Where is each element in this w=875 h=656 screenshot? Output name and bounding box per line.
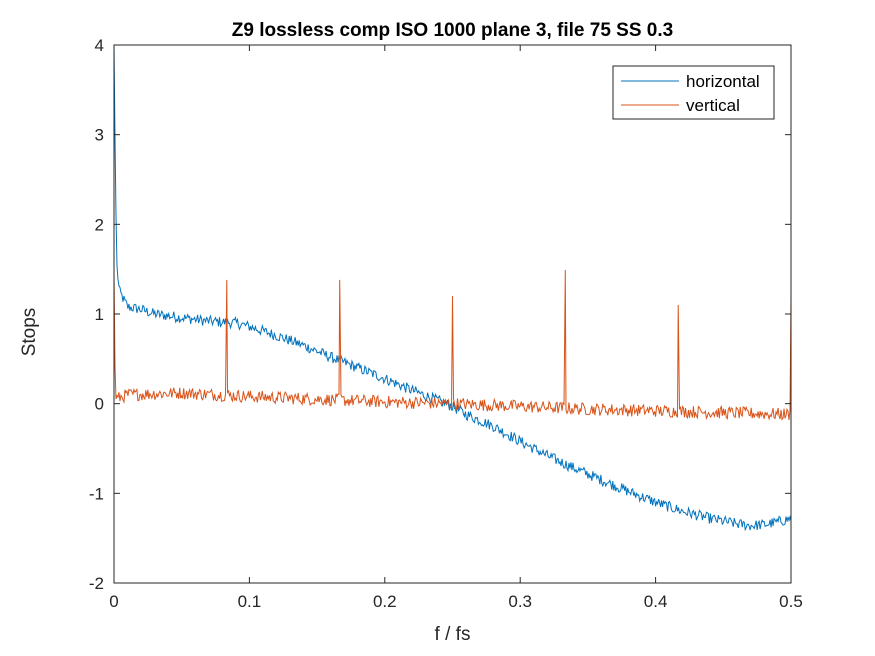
chart-title: Z9 lossless comp ISO 1000 plane 3, file …: [231, 20, 674, 41]
legend: horizontal vertical: [612, 65, 775, 120]
legend-label-horizontal: horizontal: [686, 72, 760, 91]
y-tick-label: -1: [89, 484, 104, 503]
x-ticks: 0 0.1 0.2 0.3 0.4 0.5: [109, 45, 803, 611]
x-axis-label: f / fs: [434, 624, 471, 645]
y-tick-label: 1: [95, 305, 104, 324]
legend-label-vertical: vertical: [686, 96, 740, 115]
y-tick-label: 3: [95, 126, 104, 145]
series-layer: [113, 44, 792, 532]
legend-box: [612, 65, 775, 120]
x-tick-label: 0.2: [373, 592, 397, 611]
x-tick-label: 0.5: [779, 592, 803, 611]
series-line-vertical: [113, 270, 792, 421]
x-tick-label: 0.3: [508, 592, 532, 611]
y-ticks: -2 -1 0 1 2 3 4: [89, 36, 791, 593]
y-tick-label: 4: [95, 36, 104, 55]
x-tick-label: 0: [109, 592, 118, 611]
x-tick-label: 0.1: [238, 592, 262, 611]
y-tick-label: 0: [95, 395, 104, 414]
y-tick-label: 2: [95, 215, 104, 234]
y-tick-label: -2: [89, 574, 104, 593]
x-tick-label: 0.4: [644, 592, 668, 611]
